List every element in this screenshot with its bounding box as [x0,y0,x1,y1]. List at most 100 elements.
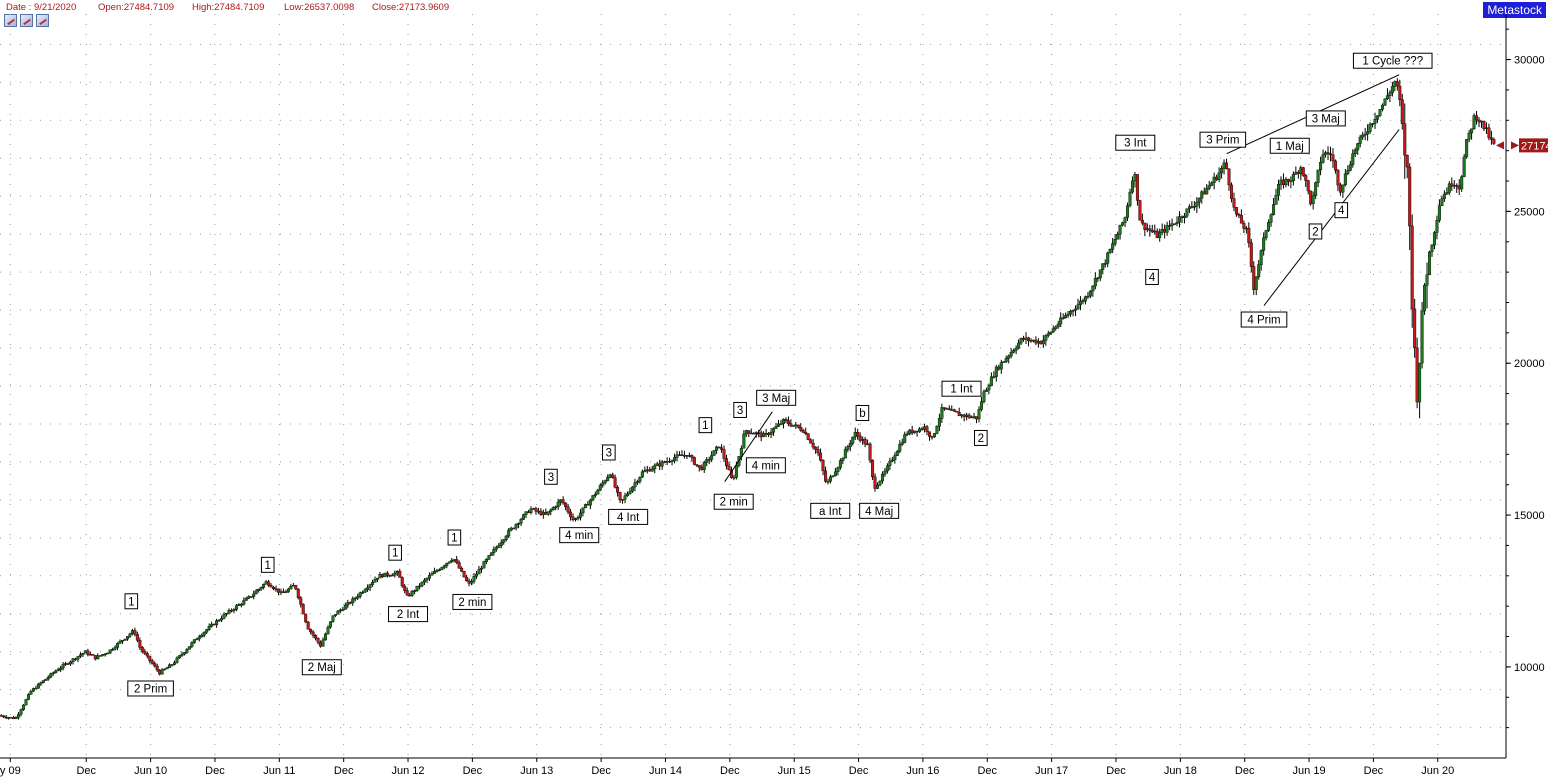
candle-body [571,516,575,520]
candle-body [17,713,21,718]
candle-body [393,572,397,576]
candle-body [1257,264,1261,278]
candle-body [1081,300,1085,303]
candle-body [752,432,756,435]
candle-body [930,436,934,438]
candle-body [1019,338,1023,344]
candle-body [1051,328,1055,333]
candle-body [1410,225,1414,310]
candle-body [1069,310,1073,315]
candle-body [878,480,882,486]
candle-body [101,654,105,656]
candle-body [811,442,815,448]
wave-label-text: 1 [702,420,708,432]
candle-body [1272,204,1276,216]
candle-body [341,609,345,611]
wave-label-box [1145,269,1159,286]
candle-body [957,412,961,417]
wave-label-box [608,508,649,525]
candle-body [1348,164,1352,171]
candle-body [383,572,387,578]
candle-body [405,590,409,596]
x-tick-label: Jun 18 [1164,765,1197,777]
candle-body [227,610,231,614]
chart-scroll-icon[interactable] [20,14,33,27]
candle-body [83,650,87,654]
candle-body [841,457,845,461]
candle-body [1145,228,1149,230]
wave-label-box [544,468,558,485]
wave-label-text: 3 [606,447,612,459]
candle-body [465,576,469,582]
candle-body [670,460,674,462]
x-tick-label: Jun 10 [134,765,167,777]
wave-label-text: 2 min [720,497,748,509]
candle-body [623,495,627,500]
candle-body [1046,333,1050,336]
candle-body [125,636,129,640]
chart-draw-icon[interactable] [36,14,49,27]
trend-lines [724,74,1400,482]
candle-body [51,672,55,675]
candle-body [717,446,721,449]
candle-body [700,467,704,470]
candle-body [1264,230,1268,238]
candle-body [885,465,889,472]
candle-body [484,559,488,562]
candle-body [222,614,226,619]
candle-body [326,627,330,635]
candle-body [744,430,748,435]
candle-body [925,426,929,432]
candle-body [415,585,419,591]
candle-body [1324,152,1328,155]
candle-body [88,654,92,656]
candle-body [494,547,498,550]
candle-body [1356,143,1360,151]
candle-body [522,514,526,520]
candle-body [1328,153,1332,156]
candle-body [447,561,451,564]
wave-label-box [127,680,174,697]
wave-label-box [1240,311,1288,328]
wave-label-box [733,401,747,418]
candle-body [794,424,798,427]
candle-body [611,474,615,479]
candle-body [710,455,714,460]
candle-body [819,452,823,461]
candle-body [799,427,803,431]
candle-body [111,648,115,651]
candle-body [220,618,224,621]
candle-body [593,494,597,496]
candle-body [4,716,8,719]
candle-body [1247,227,1251,244]
candle-body [932,433,936,438]
candle-body [1366,131,1370,135]
candle-body [861,438,865,441]
candle-body [1420,310,1424,364]
candle-body [1301,167,1305,176]
candle-body [509,527,513,531]
candle-body [531,508,535,510]
candle-body [353,597,357,600]
candle-body [294,585,298,590]
candle-body [937,418,941,427]
candle-body [677,454,681,456]
candle-body [1150,230,1154,233]
x-tick-label: Dec [334,765,354,777]
wave-label-box [810,502,851,519]
candle-body [272,586,276,590]
last-price-marker: 27174 [1496,138,1548,153]
candle-body [1091,285,1095,292]
price-marker-arrow [1511,141,1519,150]
x-tick-label: Dec [1364,765,1384,777]
candle-body [816,449,820,454]
candle-body [311,631,315,636]
candle-body [1294,172,1298,175]
candle-body [319,642,323,647]
candle-body [1484,127,1488,130]
candle-body [1457,185,1461,190]
wave-label: 4 [1334,202,1349,219]
candle-body [685,455,689,457]
wave-label: 1 [447,529,462,546]
